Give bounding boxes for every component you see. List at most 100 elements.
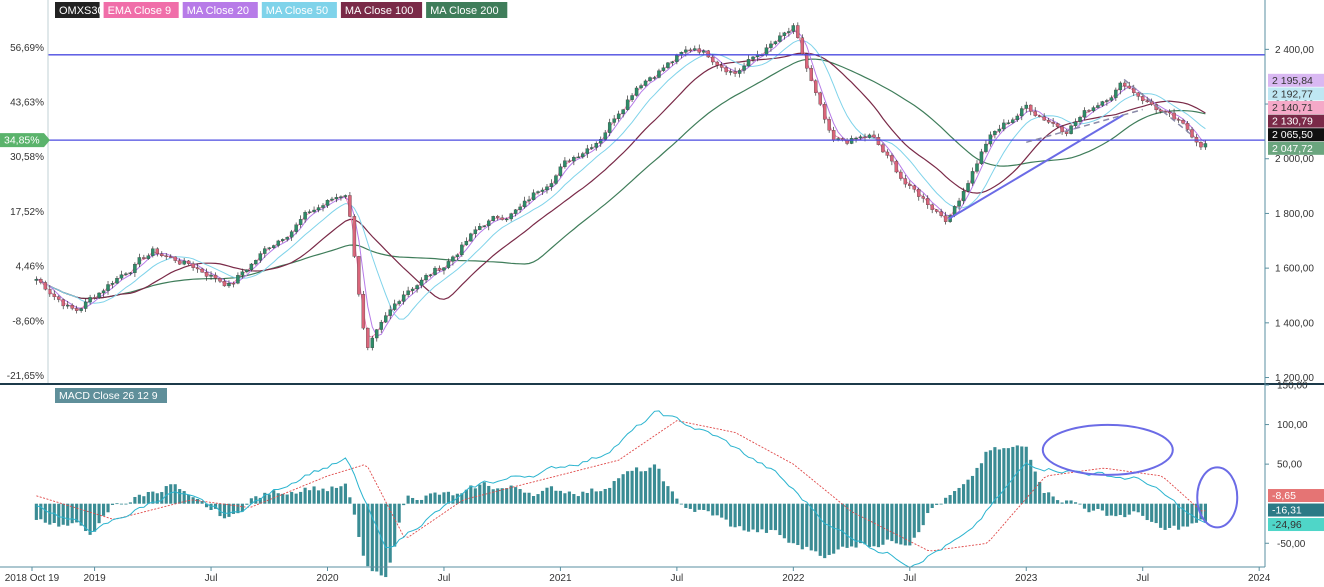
trend-line[interactable]: [948, 114, 1124, 220]
histogram-bar: [769, 503, 773, 530]
candle-body: [545, 186, 549, 191]
candle-body: [1105, 100, 1109, 102]
histogram-bar: [639, 471, 643, 504]
legend-item[interactable]: [55, 2, 100, 18]
histogram-bar: [146, 492, 150, 504]
histogram-bar: [308, 490, 312, 504]
histogram-bar: [160, 492, 164, 504]
histogram-bar: [473, 488, 477, 504]
legend-item[interactable]: [340, 2, 423, 18]
channel-dashed-line[interactable]: [1026, 108, 1143, 144]
histogram-bar: [330, 486, 334, 504]
histogram-bar: [1176, 503, 1181, 530]
histogram-bar: [827, 503, 831, 555]
histogram-bar: [567, 491, 571, 504]
candle-body: [455, 254, 460, 257]
candle-body: [191, 263, 195, 268]
candle-body: [370, 337, 375, 348]
candle-body: [236, 275, 240, 284]
candle-body: [504, 218, 509, 221]
legend-item[interactable]: [261, 2, 337, 18]
ema9-line: [36, 27, 1206, 338]
macd-tick-label: 50,00: [1277, 460, 1302, 471]
candle-body: [343, 195, 348, 197]
histogram-bar: [733, 503, 737, 528]
histogram-bar: [549, 486, 554, 504]
candle-body: [182, 260, 186, 265]
value-tag-label: 2 047,72: [1272, 143, 1313, 155]
candle-body: [410, 288, 415, 291]
candle-body: [867, 134, 872, 138]
legend-label: OMXS30: [59, 5, 104, 17]
candle-body: [334, 197, 339, 200]
histogram-bar: [890, 503, 894, 542]
histogram-bar: [451, 495, 455, 504]
candle-body: [814, 80, 818, 93]
horizontal-lines: [48, 54, 1265, 220]
legend-item[interactable]: [426, 2, 508, 18]
legend-item[interactable]: [103, 2, 179, 18]
candle-body: [1024, 104, 1028, 109]
candle-body: [1073, 121, 1078, 126]
annotations: MACD Close 26 12 9: [55, 388, 167, 403]
histogram-bar: [299, 491, 303, 504]
candle-body: [921, 196, 925, 199]
histogram-bar: [1159, 503, 1163, 528]
candle-body: [213, 274, 218, 279]
candle-body: [975, 163, 979, 172]
histogram-bar: [558, 490, 562, 504]
histogram-bar: [993, 447, 997, 504]
candle-body: [249, 263, 254, 270]
histogram-bar: [1038, 481, 1042, 504]
price-tick-label: 2 400,00: [1275, 45, 1314, 56]
candle-body: [231, 282, 236, 285]
candle-body: [899, 171, 903, 179]
histogram-bar: [491, 489, 495, 504]
candle-body: [267, 247, 271, 249]
candle-body: [263, 248, 267, 254]
histogram-bar: [702, 503, 706, 510]
histogram-bar: [1042, 492, 1046, 504]
histogram-bar: [370, 503, 374, 572]
value-tag: [1268, 114, 1324, 128]
candle-body: [1042, 116, 1046, 121]
histogram-bar: [1100, 503, 1104, 511]
current-percent-tag: [0, 133, 50, 148]
legend[interactable]: OMXS30 EMA Close 9 MA Close 20 MA Close 50 M…: [55, 2, 508, 18]
histogram-bar: [505, 488, 509, 504]
candle-body: [437, 267, 442, 271]
candle-body: [151, 248, 155, 256]
annotation-ellipse-small[interactable]: [1196, 466, 1239, 529]
histogram-bar: [119, 503, 124, 505]
histogram-bar: [697, 503, 701, 510]
histogram-bar: [222, 503, 227, 519]
candle-body: [1118, 82, 1123, 91]
histogram-bar: [935, 503, 939, 505]
candle-body: [621, 109, 625, 115]
price-plot-area: [48, 4, 1265, 383]
wedge-dashed-line[interactable]: [1123, 78, 1195, 138]
candle-body: [298, 219, 303, 225]
candle-body: [478, 226, 482, 230]
candle-body: [778, 35, 782, 42]
histogram-bar: [133, 496, 137, 504]
histogram-bar: [720, 503, 724, 518]
candle-body: [164, 255, 168, 258]
candle-body: [1046, 120, 1051, 123]
histogram-bar: [612, 481, 616, 504]
x-tick-label: 2023: [1015, 573, 1038, 584]
x-tick-label: 2021: [549, 573, 572, 584]
annotation-ellipse[interactable]: [1041, 423, 1174, 476]
candle-body: [469, 233, 473, 242]
legend-item[interactable]: [182, 2, 258, 18]
histogram-bar: [966, 479, 970, 504]
histogram-bar: [984, 451, 988, 504]
candle-body: [558, 166, 563, 176]
candle-body: [697, 48, 701, 53]
candle-body: [280, 239, 285, 242]
histogram-bar: [236, 503, 240, 514]
candle-body: [670, 61, 675, 63]
histogram-bar: [1105, 503, 1109, 516]
histogram-bar: [258, 497, 262, 504]
histogram-bar: [841, 503, 845, 547]
